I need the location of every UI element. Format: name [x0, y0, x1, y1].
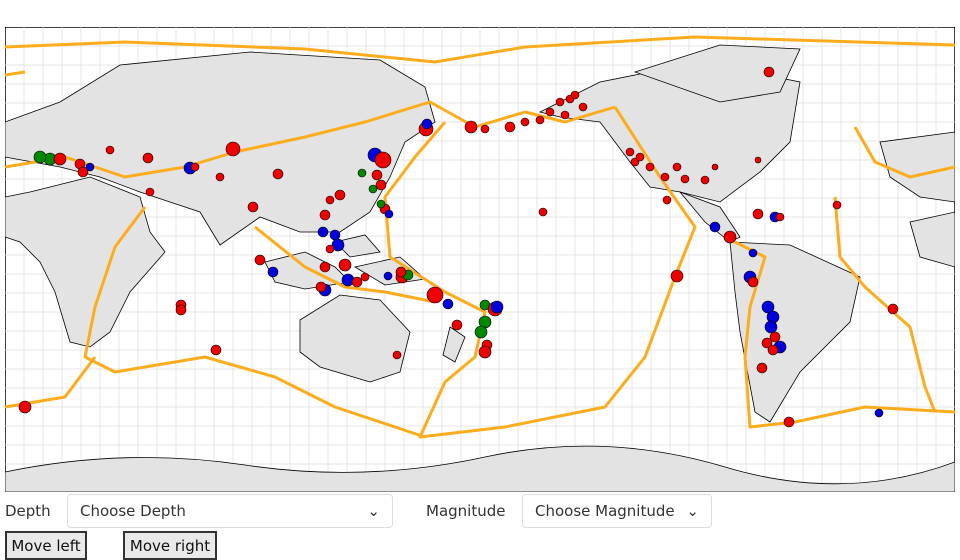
quake-marker[interactable]	[392, 350, 402, 360]
quake-marker[interactable]	[225, 141, 241, 157]
quake-marker[interactable]	[763, 66, 775, 78]
magnitude-placeholder: Choose Magnitude	[535, 502, 675, 520]
quake-marker[interactable]	[357, 168, 367, 178]
quake-marker[interactable]	[329, 229, 341, 241]
quake-marker[interactable]	[504, 121, 516, 133]
earthquake-markers	[18, 66, 899, 428]
quake-marker[interactable]	[672, 162, 682, 172]
quake-marker[interactable]	[832, 200, 842, 210]
quake-marker[interactable]	[474, 325, 488, 339]
quake-marker[interactable]	[190, 162, 200, 172]
quake-marker[interactable]	[142, 152, 154, 164]
magnitude-select[interactable]: Choose Magnitude ⌄	[522, 494, 712, 528]
quake-marker[interactable]	[175, 304, 187, 316]
quake-marker[interactable]	[375, 179, 387, 191]
quake-marker[interactable]	[711, 163, 719, 171]
quake-marker[interactable]	[395, 266, 407, 278]
quake-marker[interactable]	[376, 199, 386, 209]
quake-marker[interactable]	[334, 189, 346, 201]
quake-marker[interactable]	[756, 362, 768, 374]
quake-marker[interactable]	[267, 266, 279, 278]
quake-marker[interactable]	[464, 120, 478, 134]
quake-marker[interactable]	[18, 400, 32, 414]
quake-marker[interactable]	[490, 300, 504, 314]
quake-marker[interactable]	[442, 298, 454, 310]
quake-marker[interactable]	[325, 244, 335, 254]
quake-marker[interactable]	[783, 416, 795, 428]
quake-marker[interactable]	[578, 102, 588, 112]
depth-select[interactable]: Choose Depth ⌄	[67, 494, 393, 528]
quake-marker[interactable]	[338, 258, 352, 272]
world-map[interactable]	[5, 27, 955, 492]
quake-marker[interactable]	[478, 345, 492, 359]
chevron: ⌄	[686, 502, 699, 520]
quake-marker[interactable]	[752, 208, 764, 220]
quake-marker[interactable]	[145, 187, 155, 197]
quake-marker[interactable]	[670, 269, 684, 283]
depth-placeholder: Choose Depth	[80, 502, 186, 520]
quake-marker[interactable]	[754, 156, 762, 164]
quake-marker[interactable]	[325, 195, 335, 205]
quake-marker[interactable]	[538, 207, 548, 217]
chevron: ⌄	[367, 502, 380, 520]
quake-marker[interactable]	[374, 151, 392, 169]
quake-marker[interactable]	[215, 172, 225, 182]
quake-marker[interactable]	[555, 97, 565, 107]
quake-marker[interactable]	[426, 286, 444, 304]
quake-marker[interactable]	[660, 172, 670, 182]
quake-marker[interactable]	[247, 201, 259, 213]
quake-marker[interactable]	[635, 152, 645, 162]
quake-marker[interactable]	[421, 118, 433, 130]
quake-marker[interactable]	[53, 152, 67, 166]
quake-marker[interactable]	[570, 90, 580, 100]
quake-marker[interactable]	[451, 319, 463, 331]
move-right-button[interactable]: Move right	[123, 531, 217, 560]
quake-marker[interactable]	[480, 124, 490, 134]
quake-marker[interactable]	[371, 169, 383, 181]
quake-marker[interactable]	[748, 248, 758, 258]
quake-marker[interactable]	[535, 115, 545, 125]
quake-marker[interactable]	[360, 272, 370, 282]
quake-marker[interactable]	[272, 168, 284, 180]
quake-marker[interactable]	[887, 303, 899, 315]
quake-marker[interactable]	[761, 300, 775, 314]
quake-marker[interactable]	[769, 331, 781, 343]
quake-marker[interactable]	[33, 150, 47, 164]
depth-label: Depth	[5, 502, 51, 520]
quake-marker[interactable]	[77, 166, 89, 178]
quake-marker[interactable]	[874, 408, 884, 418]
quake-marker[interactable]	[747, 276, 759, 288]
quake-marker[interactable]	[625, 147, 635, 157]
quake-marker[interactable]	[520, 117, 530, 127]
quake-marker[interactable]	[700, 175, 710, 185]
quake-marker[interactable]	[210, 344, 222, 356]
quake-marker[interactable]	[764, 320, 778, 334]
quake-marker[interactable]	[85, 162, 95, 172]
quake-marker[interactable]	[709, 221, 721, 233]
move-left-button[interactable]: Move left	[5, 531, 87, 560]
magnitude-label: Magnitude	[426, 502, 506, 520]
quake-marker[interactable]	[317, 226, 329, 238]
quake-marker[interactable]	[560, 110, 570, 120]
quake-marker[interactable]	[331, 238, 345, 252]
quake-marker[interactable]	[662, 195, 672, 205]
plate-boundaries	[5, 35, 955, 439]
quake-marker[interactable]	[545, 107, 555, 117]
quake-marker[interactable]	[254, 254, 266, 266]
quake-marker[interactable]	[368, 184, 378, 194]
quake-marker[interactable]	[319, 209, 331, 221]
quake-marker[interactable]	[319, 261, 331, 273]
quake-marker[interactable]	[645, 162, 655, 172]
quake-marker[interactable]	[105, 145, 115, 155]
quake-marker[interactable]	[383, 271, 393, 281]
quake-marker[interactable]	[315, 281, 327, 293]
quake-marker[interactable]	[761, 337, 773, 349]
quake-marker[interactable]	[723, 230, 737, 244]
quake-marker[interactable]	[680, 174, 690, 184]
quake-marker[interactable]	[775, 212, 785, 222]
quake-marker[interactable]	[767, 344, 779, 356]
quake-marker[interactable]	[384, 209, 394, 219]
quake-marker[interactable]	[351, 276, 363, 288]
